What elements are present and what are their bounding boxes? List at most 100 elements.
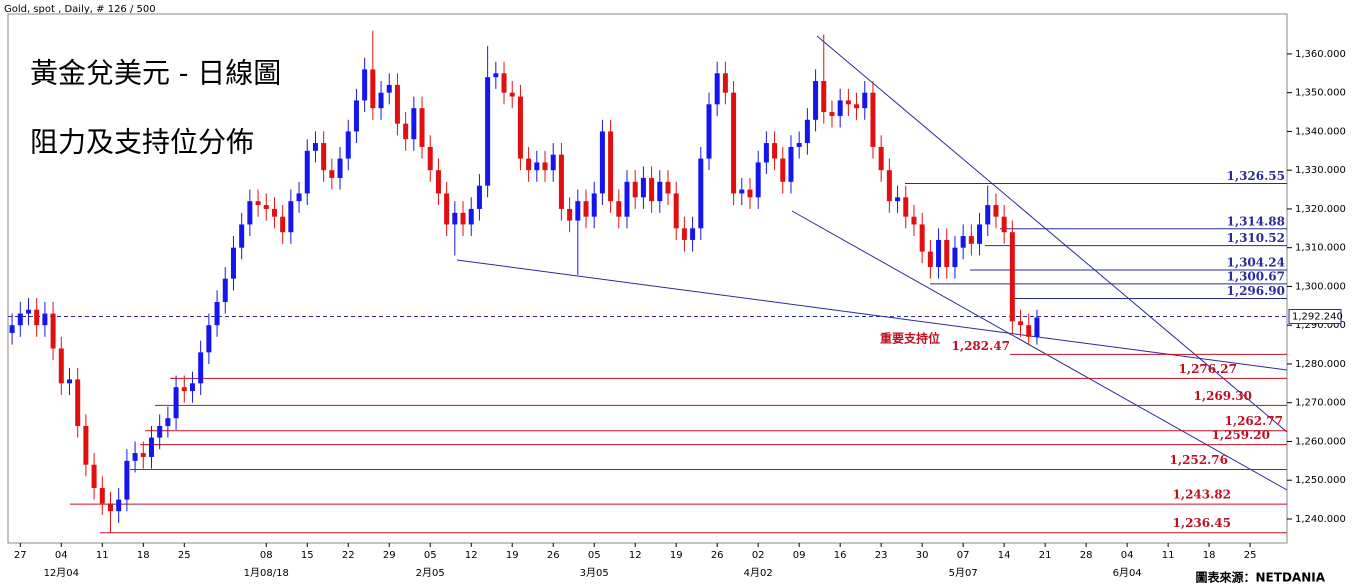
candle-body <box>993 205 999 217</box>
candle-body <box>280 216 286 233</box>
candle-body <box>116 499 122 512</box>
candle-body <box>247 201 253 225</box>
candle-body <box>616 201 622 217</box>
candle-body <box>567 208 573 221</box>
candle-body <box>657 181 663 202</box>
x-month-label: 3月05 <box>580 567 609 579</box>
support-label: 1,252.76 <box>1170 453 1228 467</box>
x-tick-label: 11 <box>96 550 109 561</box>
x-tick-label: 11 <box>1162 550 1175 561</box>
candle-body <box>198 352 204 384</box>
candle-body <box>804 119 810 144</box>
support-label: 1,269.30 <box>1194 389 1252 403</box>
x-tick-label: 04 <box>1121 550 1134 561</box>
candle-body <box>714 73 720 105</box>
candle-body <box>895 197 901 202</box>
x-month-label: 12月04 <box>44 567 79 579</box>
x-tick-label: 28 <box>1080 550 1093 561</box>
candle-body <box>870 92 876 147</box>
resistance-label: 1,326.55 <box>1227 169 1285 183</box>
x-tick-label: 18 <box>137 550 150 561</box>
x-tick-label: 12 <box>629 550 642 561</box>
candle-body <box>501 73 507 93</box>
candle-body <box>575 201 581 221</box>
x-tick-label: 23 <box>875 550 888 561</box>
candle-body <box>189 383 195 392</box>
candle-body <box>591 193 597 217</box>
y-tick-label: 1,290.000 <box>1295 320 1346 331</box>
candle-body <box>148 437 154 457</box>
x-tick-label: 08 <box>260 550 273 561</box>
candle-body <box>813 81 819 120</box>
candle-body <box>927 251 933 268</box>
x-tick-label: 25 <box>178 550 191 561</box>
candle-body <box>485 77 491 186</box>
support-label: 1,276.27 <box>1179 362 1237 376</box>
candle-body <box>952 247 958 268</box>
candle-body <box>157 425 163 438</box>
y-tick-label: 1,300.000 <box>1295 281 1346 292</box>
candle-body <box>550 154 556 171</box>
x-month-label: 5月07 <box>949 567 978 579</box>
candle-body <box>542 162 548 171</box>
x-tick-label: 18 <box>1203 550 1216 561</box>
x-tick-label: 19 <box>670 550 683 561</box>
x-tick-label: 15 <box>301 550 314 561</box>
trend-line <box>816 35 1288 433</box>
candle-body <box>25 309 31 314</box>
candle-body <box>312 143 318 151</box>
candle-body <box>362 69 368 101</box>
candle-body <box>386 84 392 93</box>
x-month-label: 6月04 <box>1113 567 1142 579</box>
candle-body <box>673 193 679 229</box>
candle-body <box>394 84 400 124</box>
candle-body <box>1001 216 1007 233</box>
candle-body <box>796 143 802 147</box>
candle-body <box>854 104 860 109</box>
candle-body <box>698 158 704 229</box>
y-tick-label: 1,320.000 <box>1295 204 1346 215</box>
support-label: 1,259.20 <box>1212 428 1270 442</box>
candle-body <box>608 131 614 202</box>
candle-body <box>919 224 925 252</box>
candle-body <box>944 239 950 268</box>
plot-frame <box>7 13 1288 544</box>
x-tick-label: 14 <box>998 550 1011 561</box>
x-tick-label: 25 <box>1244 550 1257 561</box>
candle-body <box>165 418 171 426</box>
candle-body <box>321 143 327 171</box>
candle-body <box>599 131 605 194</box>
candle-body <box>304 150 310 194</box>
candle-body <box>665 181 671 194</box>
x-tick-label: 12 <box>465 550 478 561</box>
trend-line <box>456 259 1288 371</box>
candle-body <box>124 460 130 500</box>
candle-body <box>476 185 482 209</box>
y-tick-label: 1,340.000 <box>1295 126 1346 137</box>
y-tick-label: 1,270.000 <box>1295 398 1346 409</box>
x-tick-label: 19 <box>506 550 519 561</box>
x-tick-label: 26 <box>547 550 560 561</box>
candle-body <box>444 193 450 225</box>
candle-body <box>34 309 40 326</box>
candle-body <box>845 100 851 105</box>
y-tick-label: 1,350.000 <box>1295 88 1346 99</box>
candle-body <box>378 92 384 109</box>
candle-body <box>1009 232 1015 322</box>
y-tick-label: 1,280.000 <box>1295 359 1346 370</box>
x-tick-label: 04 <box>55 550 68 561</box>
chart-header: Gold, spot , Daily, # 126 / 500 <box>4 4 156 15</box>
candle-body <box>493 73 499 78</box>
candle-body <box>821 81 827 113</box>
candle-body <box>452 212 458 225</box>
candle-body <box>911 216 917 225</box>
last-price-label: 1,292.240 <box>1292 312 1343 323</box>
candle-body <box>66 379 72 384</box>
support-label: 1,262.77 <box>1225 414 1283 428</box>
candle-body <box>83 425 89 465</box>
candle-body <box>780 158 786 182</box>
candle-body <box>649 177 655 202</box>
candle-body <box>50 313 56 349</box>
candle-body <box>214 301 220 326</box>
